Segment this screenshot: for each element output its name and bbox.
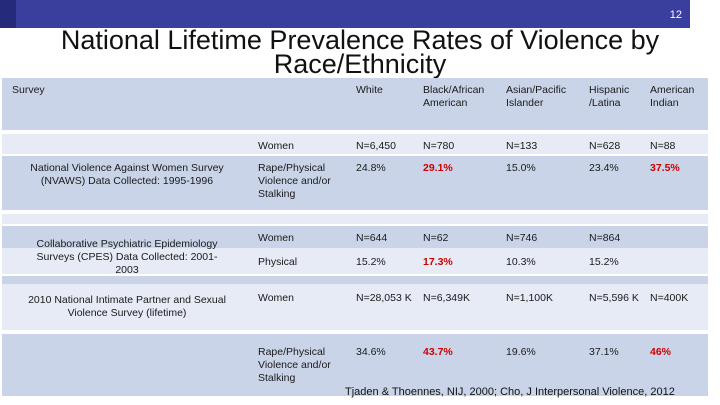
cell-value: N=400K — [650, 292, 689, 304]
header-asian: Asian/Pacific Islander — [506, 84, 567, 109]
row-label: Women — [258, 140, 294, 152]
row-label: Rape/Physical Violence and/or Stalking — [258, 162, 331, 200]
banner-bar — [0, 0, 690, 28]
cell-value-highlight: 37.5% — [650, 162, 680, 174]
cell-value: 15.2% — [356, 256, 386, 268]
cell-value: N=1,100K — [506, 292, 553, 304]
cell-value-highlight: 46% — [650, 346, 672, 358]
cell-value-highlight: 29.1% — [423, 162, 453, 174]
cell-value-highlight: 43.7% — [423, 346, 453, 358]
banner-corner — [0, 0, 16, 28]
cell-value: N=133 — [506, 140, 538, 152]
slide-number: 12 — [669, 9, 682, 21]
cell-value — [646, 254, 708, 258]
survey-cpes: Collaborative Psychiatric Epidemiology S… — [36, 238, 218, 276]
title-line-2: Race/Ethnicity — [273, 49, 447, 79]
slide-title: National Lifetime Prevalence Rates of Vi… — [0, 25, 720, 79]
cell-value: N=746 — [506, 232, 538, 244]
cell-value: 10.3% — [506, 256, 536, 268]
cell-value: N=88 — [650, 140, 676, 152]
row-label: Rape/Physical Violence and/or Stalking — [258, 346, 331, 384]
row-label: Women — [258, 232, 294, 244]
cell-value: N=864 — [589, 232, 621, 244]
header-american-indian: American Indian — [650, 84, 695, 109]
cell-value: N=28,053 K — [356, 292, 412, 304]
header-row — [2, 78, 708, 130]
survey-nvaws: National Violence Against Women Survey (… — [30, 162, 224, 187]
prevalence-table: Survey White Black/African American Asia… — [2, 78, 708, 398]
cell-value: 34.6% — [356, 346, 386, 358]
row-label: Women — [258, 292, 294, 304]
header-survey: Survey — [12, 84, 45, 96]
header-white: White — [356, 84, 383, 96]
header-black: Black/African American — [423, 84, 485, 109]
cell-value — [646, 230, 708, 234]
cell-value: 37.1% — [589, 346, 619, 358]
cell-value: N=780 — [423, 140, 455, 152]
cell-value: N=644 — [356, 232, 388, 244]
cell-value: 23.4% — [589, 162, 619, 174]
header-hispanic: Hispanic /Latina — [589, 84, 630, 109]
cell-value: 19.6% — [506, 346, 536, 358]
title-line-1: National Lifetime Prevalence Rates of Vi… — [60, 25, 660, 55]
cell-value: N=5,596 K — [589, 292, 639, 304]
citation: Tjaden & Thoennes, NIJ, 2000; Cho, J Int… — [345, 386, 675, 398]
cell-value: 15.2% — [589, 256, 619, 268]
cell-value: N=628 — [589, 140, 621, 152]
top-banner: 12 — [0, 0, 720, 28]
cell-value: N=62 — [423, 232, 449, 244]
cell-value: 15.0% — [506, 162, 536, 174]
cell-value: 24.8% — [356, 162, 386, 174]
survey-nisvs: 2010 National Intimate Partner and Sexua… — [28, 294, 226, 319]
row-label: Physical — [258, 256, 298, 268]
cell-value: N=6,450 — [356, 140, 396, 152]
cell-value: N=6,349K — [423, 292, 470, 304]
cell-value-highlight: 17.3% — [423, 256, 453, 268]
